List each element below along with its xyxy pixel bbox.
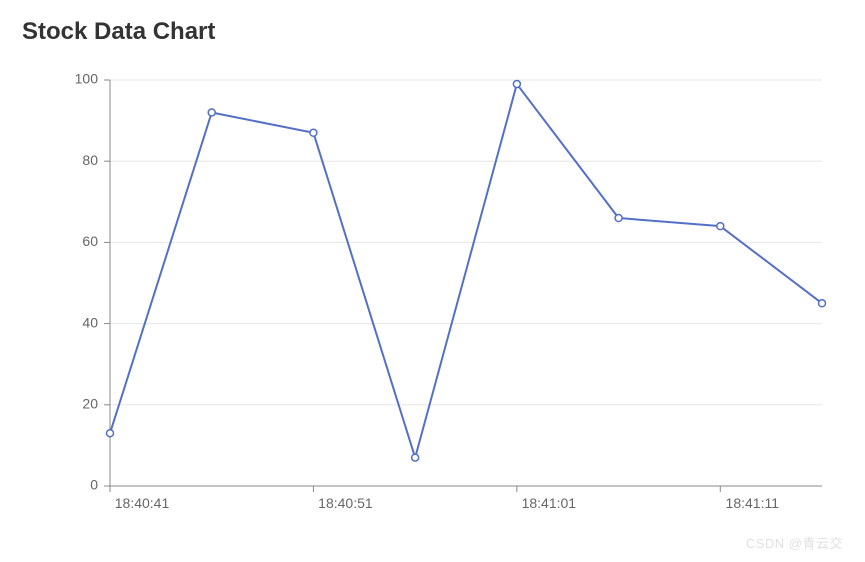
svg-text:100: 100 [75, 71, 99, 87]
svg-text:18:40:51: 18:40:51 [318, 495, 373, 511]
chart-title: Stock Data Chart [22, 18, 843, 46]
svg-text:60: 60 [82, 233, 98, 249]
chart-container: Stock Data Chart 0 20 40 60 80 100 18:40:41 18:… [0, 0, 865, 562]
svg-text:80: 80 [82, 152, 98, 168]
svg-text:18:41:11: 18:41:11 [726, 495, 780, 511]
svg-text:18:40:41: 18:40:41 [115, 495, 170, 511]
chart-plot-area: 0 20 40 60 80 100 18:40:41 18:40:51 18:41:01 18:4… [22, 56, 843, 536]
svg-text:0: 0 [90, 477, 98, 493]
svg-text:40: 40 [82, 314, 98, 330]
svg-text:18:41:01: 18:41:01 [522, 495, 577, 511]
line-chart-svg: 0 20 40 60 80 100 18:40:41 18:40:51 18:41:01 18:4… [22, 56, 842, 536]
svg-text:20: 20 [82, 396, 98, 412]
